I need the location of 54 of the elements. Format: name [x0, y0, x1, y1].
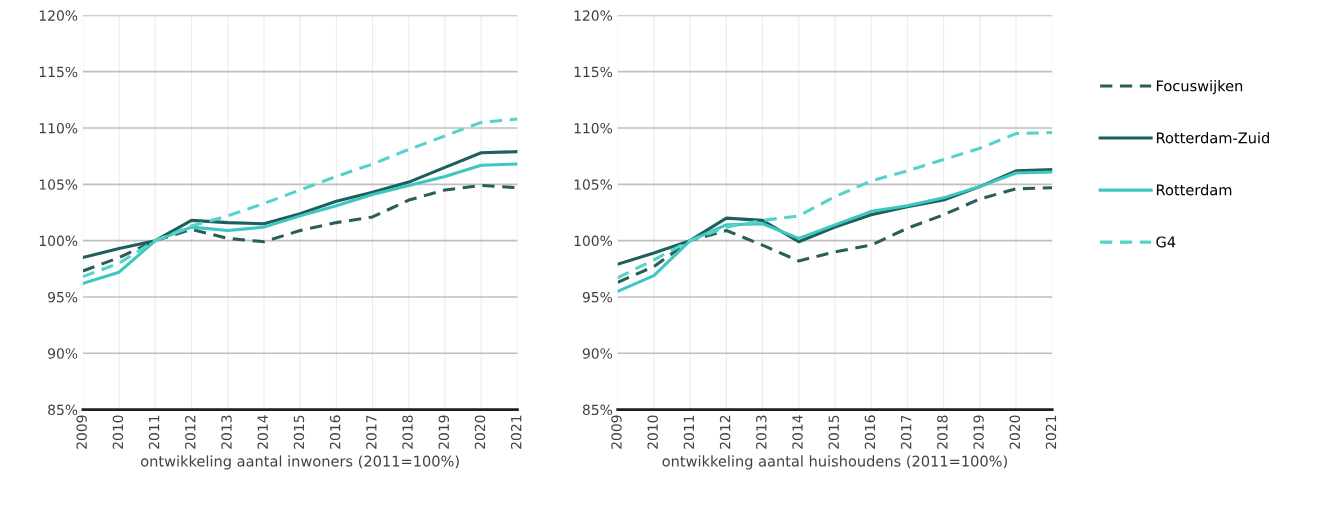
- y-tick-label: 100%: [39, 235, 78, 247]
- x-tick-label: 2011: [683, 415, 695, 449]
- y-tick-label: 110%: [574, 122, 613, 134]
- x-tick-label: 2010: [647, 415, 658, 449]
- x-tick-label: 2018: [937, 415, 948, 449]
- x-tick-label: 2012: [719, 415, 731, 449]
- x-tick-label: 2013: [221, 415, 232, 449]
- x-tick-label: 2009: [611, 415, 622, 449]
- x-tick-label: 2015: [828, 415, 839, 449]
- y-tick-label: 110%: [39, 122, 78, 134]
- x-tick-label: 2019: [438, 415, 450, 449]
- x-tick-label: 2013: [756, 415, 767, 449]
- x-axis-title: ontwikkeling aantal huishoudens (2011=100%): [662, 455, 1007, 470]
- x-axis-title: ontwikkeling aantal inwoners (2011=100%): [141, 455, 459, 470]
- x-tick-label: 2017: [900, 415, 912, 449]
- legend-label: G4: [1156, 236, 1176, 248]
- x-tick-label: 2021: [1045, 415, 1057, 449]
- x-tick-label: 2015: [293, 415, 305, 449]
- x-tick-label: 2011: [148, 415, 160, 449]
- y-tick-label: 105%: [574, 179, 613, 190]
- x-tick-label: 2014: [257, 415, 268, 449]
- line-series: [617, 130, 1053, 280]
- x-tick-label: 2017: [366, 415, 377, 449]
- y-tick-label: 95%: [582, 291, 613, 303]
- y-tick-label: 85%: [582, 404, 613, 416]
- x-tick-label: 2014: [792, 415, 803, 449]
- legend-label: Rotterdam: [1156, 184, 1232, 196]
- x-tick-label: 2020: [1009, 415, 1021, 449]
- x-tick-label: 2019: [973, 415, 984, 449]
- x-tick-label: 2018: [402, 415, 413, 449]
- y-tick-label: 105%: [39, 179, 78, 190]
- y-tick-label: 115%: [39, 66, 78, 78]
- y-tick-label: 120%: [574, 10, 613, 21]
- line-series: [617, 186, 1053, 284]
- x-tick-label: 2012: [185, 415, 196, 449]
- y-tick-label: 95%: [48, 291, 78, 303]
- line-series: [82, 150, 518, 260]
- y-tick-label: 100%: [574, 235, 613, 247]
- y-tick-label: 115%: [574, 66, 613, 78]
- line-series: [82, 117, 518, 279]
- x-tick-label: 2016: [864, 415, 876, 449]
- y-tick-label: 90%: [582, 348, 613, 359]
- x-tick-label: 2009: [76, 415, 87, 449]
- line-series: [617, 170, 1053, 293]
- x-tick-label: 2010: [112, 415, 124, 449]
- x-tick-label: 2016: [329, 415, 341, 449]
- line-series: [82, 162, 518, 285]
- legend-label: Rotterdam-Zuid: [1156, 132, 1269, 144]
- y-tick-label: 120%: [39, 10, 78, 21]
- x-tick-label: 2021: [510, 415, 522, 449]
- x-tick-label: 2020: [474, 415, 486, 449]
- y-tick-label: 85%: [48, 404, 78, 416]
- legend-label: Focuswijken: [1156, 80, 1243, 95]
- y-tick-label: 90%: [48, 348, 78, 359]
